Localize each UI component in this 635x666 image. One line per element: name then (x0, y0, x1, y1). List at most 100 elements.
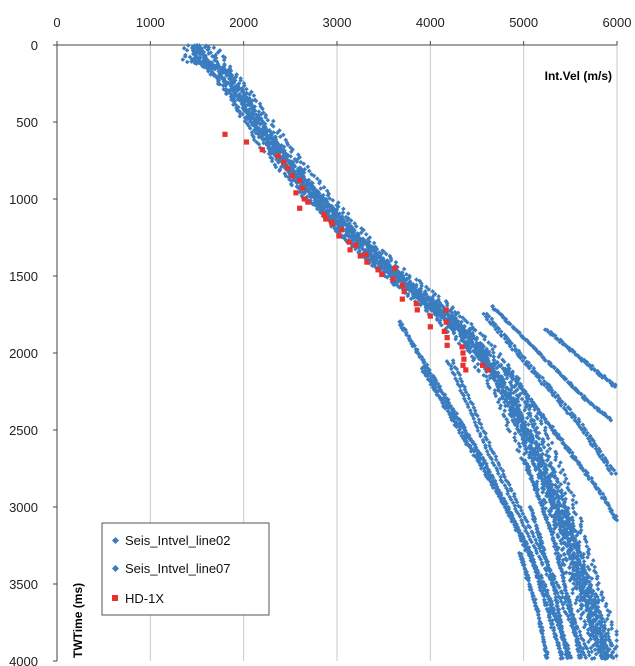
seis-point (551, 519, 557, 525)
seis-point (611, 655, 616, 661)
seis-point (604, 654, 610, 660)
seis-point (268, 155, 273, 160)
seis-point (539, 502, 545, 508)
seis-point (478, 341, 483, 346)
seis-point (537, 373, 543, 379)
seis-point (498, 474, 503, 480)
seis-point (503, 334, 509, 339)
seis-point (589, 610, 594, 615)
seis-point (614, 638, 620, 643)
seis-point (577, 573, 583, 579)
seis-point (572, 413, 577, 418)
seis-point (519, 508, 524, 513)
seis-point (431, 379, 437, 384)
seis-point (368, 256, 374, 261)
seis-point (514, 426, 520, 432)
seis-point (529, 455, 534, 460)
seis-point (446, 361, 451, 367)
seis-point (578, 527, 584, 533)
seis-point (430, 382, 436, 388)
seis-point (530, 559, 535, 565)
seis-point (369, 263, 375, 268)
hd1x-point (357, 253, 363, 259)
seis-point (429, 303, 435, 309)
seis-point (572, 621, 578, 626)
seis-point (567, 447, 573, 453)
seis-point (345, 211, 351, 216)
seis-point (508, 405, 513, 411)
seis-point (549, 602, 555, 607)
seis-point (500, 468, 506, 474)
seis-point (502, 336, 508, 341)
seis-point (552, 631, 557, 636)
seis-point (282, 171, 288, 176)
seis-point (269, 158, 275, 164)
seis-point (573, 630, 579, 636)
seis-point (562, 585, 568, 590)
seis-point (419, 283, 424, 289)
seis-point (553, 457, 558, 463)
seis-point (557, 339, 563, 345)
seis-point (515, 399, 521, 404)
seis-point (551, 513, 557, 518)
seis-point (265, 142, 270, 148)
seis-point (533, 537, 538, 543)
seis-point (588, 645, 594, 651)
seis-point (560, 636, 566, 642)
seis-point (569, 623, 574, 629)
seis-point (579, 563, 585, 569)
seis-point (250, 122, 255, 128)
seis-point (546, 521, 551, 526)
seis-point (591, 603, 597, 608)
seis-point (453, 312, 459, 317)
seis-point (504, 485, 509, 491)
seis-point (475, 450, 480, 456)
seis-point (504, 375, 510, 381)
seis-point (465, 345, 470, 351)
seis-point (305, 186, 310, 192)
seis-point (233, 102, 239, 108)
seis-point (449, 324, 454, 329)
seis-point (503, 398, 509, 404)
seis-point (612, 646, 618, 652)
seis-point (253, 115, 258, 121)
seis-point (562, 377, 568, 382)
seis-point (194, 47, 200, 53)
seis-point (555, 435, 561, 441)
seis-point (538, 557, 543, 562)
seis-point (317, 180, 322, 186)
seis-point (502, 366, 508, 372)
seis-point (550, 493, 555, 499)
seis-point (395, 279, 401, 285)
x-tick-label: 1000 (136, 15, 165, 30)
seis-point (460, 382, 465, 388)
seis-point (423, 292, 429, 297)
seis-point (458, 376, 463, 382)
hd1x-point (243, 139, 250, 145)
seis-point (582, 534, 588, 539)
seis-point (226, 76, 232, 81)
seis-point (539, 499, 544, 504)
seis-point (221, 79, 226, 84)
seis-point (587, 597, 592, 603)
seis-point (561, 578, 567, 584)
seis-point (546, 574, 552, 580)
seis-point (530, 422, 535, 427)
seis-point (560, 437, 565, 442)
seis-point (319, 204, 325, 209)
seis-point (511, 326, 517, 331)
seis-point (324, 188, 330, 194)
seis-point (292, 156, 298, 162)
seis-point (593, 630, 599, 636)
seis-point (561, 523, 566, 529)
seis-point (459, 379, 465, 384)
seis-point (487, 385, 492, 391)
seis-point (404, 332, 409, 338)
seis-point (314, 188, 319, 193)
seis-point (456, 325, 461, 330)
seis-point (545, 436, 551, 441)
seis-point (453, 319, 459, 324)
seis-point (250, 98, 255, 104)
seis-point (265, 117, 271, 123)
seis-point (508, 512, 513, 518)
